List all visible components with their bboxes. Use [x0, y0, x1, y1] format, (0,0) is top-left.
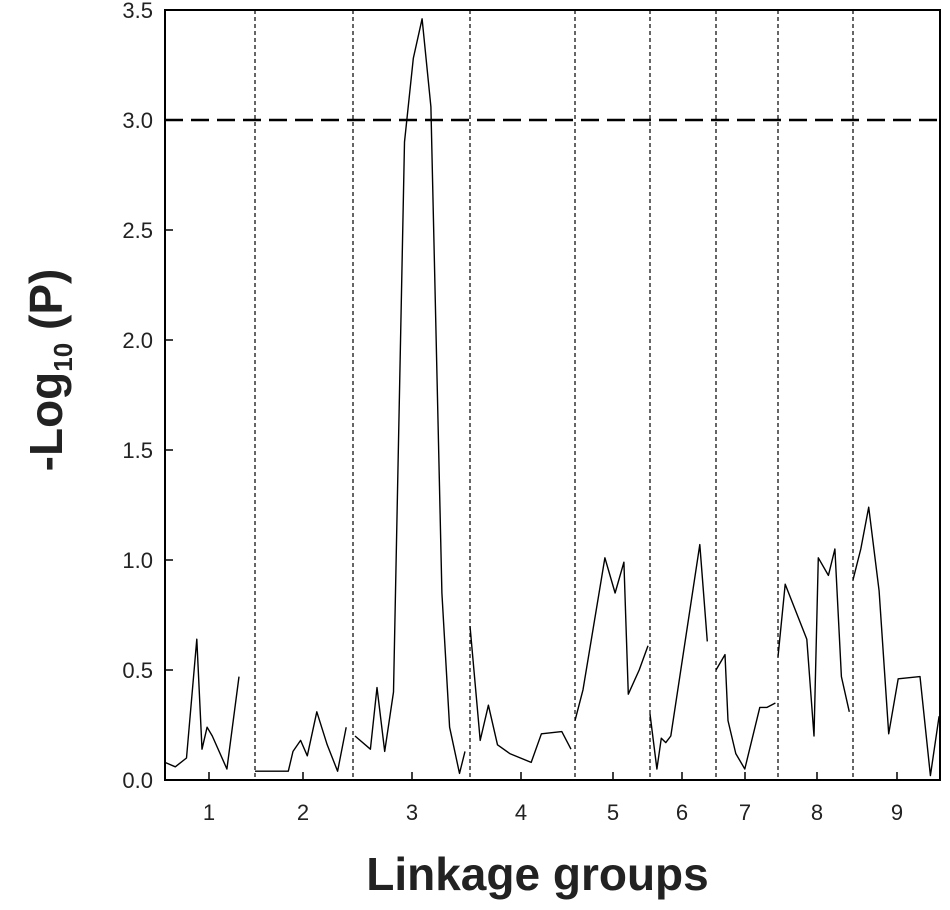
y-axis-ticks: 0.0 0.5 1.0 1.5 2.0 2.5 3.0 3.5 [122, 0, 173, 793]
group-dividers [254, 10, 854, 780]
x-axis-ticks: 1 2 3 4 5 6 7 8 9 [203, 772, 903, 825]
y-tick-label: 0.5 [122, 658, 153, 683]
plot-frame [164, 9, 941, 781]
y-tick-label: 0.0 [122, 768, 153, 793]
y-axis-title-main: -Log [20, 372, 72, 472]
x-axis-title: Linkage groups [366, 848, 708, 900]
y-axis-title-suffix: (P) [20, 269, 72, 343]
y-tick-label: 2.0 [122, 328, 153, 353]
y-tick-label: 3.5 [122, 0, 153, 23]
x-tick-label: 6 [676, 800, 688, 825]
x-tick-label: 8 [811, 800, 823, 825]
series-line-group-4 [469, 625, 572, 764]
y-axis-title-subscript: 10 [48, 343, 78, 372]
y-tick-label: 1.0 [122, 548, 153, 573]
series-line-group-6 [649, 543, 708, 770]
series-line-group-2 [255, 711, 347, 772]
y-axis-title: -Log10 (P) [20, 269, 78, 472]
series-line-group-5 [574, 557, 649, 721]
series-lines [164, 18, 940, 777]
x-tick-label: 2 [297, 800, 309, 825]
x-tick-label: 5 [607, 800, 619, 825]
series-line-group-7 [715, 653, 776, 770]
series-line-group-8 [777, 548, 850, 737]
x-tick-label: 1 [203, 800, 215, 825]
x-tick-label: 7 [739, 800, 751, 825]
series-line-group-9 [852, 506, 940, 777]
y-tick-label: 2.5 [122, 218, 153, 243]
y-tick-label: 3.0 [122, 108, 153, 133]
x-tick-label: 9 [891, 800, 903, 825]
series-line-group-3 [354, 18, 466, 775]
y-tick-label: 1.5 [122, 438, 153, 463]
x-tick-label: 4 [515, 800, 527, 825]
series-line-group-1 [164, 638, 240, 770]
x-tick-label: 3 [406, 800, 418, 825]
